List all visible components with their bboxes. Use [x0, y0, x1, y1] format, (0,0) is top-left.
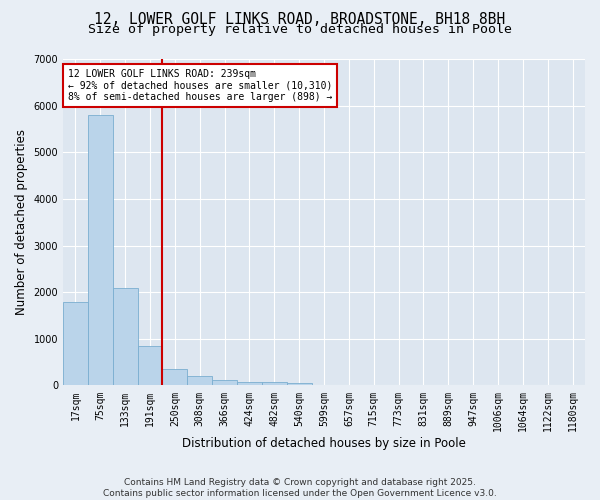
Bar: [212, 380, 237, 386]
Text: Contains HM Land Registry data © Crown copyright and database right 2025.
Contai: Contains HM Land Registry data © Crown c…: [103, 478, 497, 498]
Bar: [88, 115, 113, 386]
Bar: [113, 288, 137, 386]
X-axis label: Distribution of detached houses by size in Poole: Distribution of detached houses by size …: [182, 437, 466, 450]
Text: 12 LOWER GOLF LINKS ROAD: 239sqm
← 92% of detached houses are smaller (10,310)
8: 12 LOWER GOLF LINKS ROAD: 239sqm ← 92% o…: [68, 69, 332, 102]
Bar: [287, 384, 311, 386]
Bar: [237, 382, 262, 386]
Text: Size of property relative to detached houses in Poole: Size of property relative to detached ho…: [88, 22, 512, 36]
Bar: [187, 376, 212, 386]
Bar: [63, 302, 88, 386]
Bar: [137, 346, 163, 386]
Bar: [262, 382, 287, 386]
Text: 12, LOWER GOLF LINKS ROAD, BROADSTONE, BH18 8BH: 12, LOWER GOLF LINKS ROAD, BROADSTONE, B…: [94, 12, 506, 28]
Bar: [163, 369, 187, 386]
Y-axis label: Number of detached properties: Number of detached properties: [15, 129, 28, 315]
